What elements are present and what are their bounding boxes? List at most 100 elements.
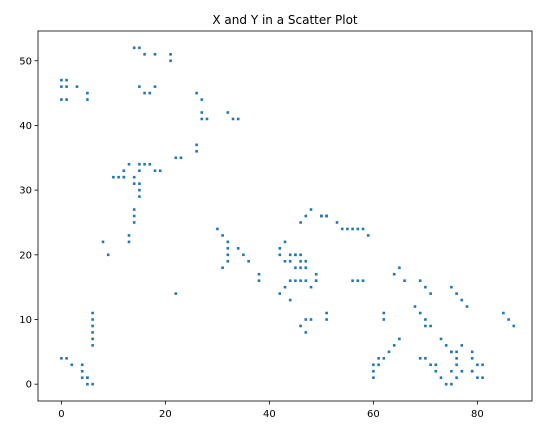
scatter-point	[278, 253, 282, 257]
scatter-point	[91, 337, 94, 341]
scatter-point	[169, 59, 172, 63]
scatter-point	[112, 175, 115, 179]
scatter-point	[132, 221, 136, 224]
scatter-point	[429, 324, 432, 328]
scatter-point	[138, 162, 141, 166]
scatter-point	[91, 344, 94, 347]
scatter-point	[429, 292, 432, 295]
scatter-point	[132, 208, 136, 211]
scatter-point	[86, 91, 89, 95]
y-tick-label: 10	[19, 315, 32, 326]
scatter-point	[127, 240, 131, 244]
scatter-point	[476, 376, 479, 380]
scatter-point	[153, 169, 157, 173]
scatter-point	[169, 52, 172, 56]
scatter-point	[288, 259, 292, 263]
scatter-point	[424, 318, 427, 321]
scatter-point	[460, 344, 464, 347]
scatter-point	[60, 98, 63, 101]
scatter-point	[200, 98, 204, 101]
scatter-point	[299, 324, 302, 328]
x-tick-label: 20	[159, 409, 172, 420]
scatter-point	[444, 382, 448, 386]
scatter-point	[236, 247, 240, 250]
scatter-point	[91, 324, 94, 328]
scatter-point	[70, 363, 74, 367]
scatter-point	[86, 98, 89, 101]
scatter-point	[65, 85, 68, 88]
scatter-point	[413, 305, 417, 308]
scatter-point	[455, 292, 458, 295]
scatter-point	[174, 292, 178, 295]
scatter-point	[424, 324, 427, 328]
scatter-point	[320, 214, 323, 218]
scatter-point	[309, 318, 313, 321]
scatter-point	[138, 169, 141, 173]
scatter-point	[299, 221, 302, 224]
scatter-point	[434, 363, 438, 367]
scatter-point	[216, 227, 219, 231]
scatter-point	[470, 369, 474, 373]
scatter-point	[195, 91, 198, 95]
scatter-point	[60, 357, 63, 360]
scatter-point	[91, 318, 94, 321]
scatter-point	[288, 279, 292, 282]
scatter-point	[195, 143, 198, 147]
scatter-point	[148, 91, 152, 95]
scatter-point	[460, 298, 464, 302]
x-tick-label: 0	[58, 409, 64, 420]
y-axis: 0 10 20 30 40 50	[19, 56, 38, 391]
y-tick-label: 0	[26, 380, 32, 391]
scatter-point	[247, 259, 250, 263]
scatter-point	[60, 78, 63, 82]
scatter-point	[460, 369, 464, 373]
scatter-point	[351, 227, 354, 231]
scatter-point	[132, 214, 136, 218]
scatter-point	[309, 285, 313, 289]
plot-frame	[37, 30, 533, 402]
scatter-point	[174, 156, 178, 160]
scatter-point	[304, 214, 308, 218]
scatter-point	[153, 85, 157, 88]
scatter-point	[361, 279, 365, 282]
scatter-point	[450, 285, 453, 289]
scatter-point	[106, 253, 110, 257]
scatter-point	[226, 253, 230, 257]
scatter-point	[309, 208, 313, 211]
scatter-point	[65, 98, 68, 101]
scatter-point	[450, 369, 453, 373]
scatter-point	[257, 272, 261, 276]
scatter-point	[91, 311, 94, 315]
x-axis: 0 20 40 60 80	[58, 401, 484, 420]
scatter-point	[257, 279, 261, 282]
scatter-point	[299, 253, 302, 257]
scatter-point	[242, 253, 245, 257]
scatter-point	[283, 240, 287, 244]
scatter-point	[304, 318, 308, 321]
scatter-point	[424, 285, 427, 289]
scatter-point	[80, 363, 84, 367]
scatter-point	[429, 363, 432, 367]
scatter-point	[294, 253, 297, 257]
scatter-point	[455, 376, 458, 380]
scatter-point	[325, 214, 328, 218]
chart-title: X and Y in a Scatter Plot	[212, 13, 358, 27]
scatter-point	[392, 272, 396, 276]
scatter-point	[481, 363, 484, 367]
scatter-point	[356, 279, 360, 282]
x-tick-label: 80	[471, 409, 484, 420]
scatter-point	[231, 117, 235, 121]
scatter-point	[455, 363, 458, 367]
scatter-point	[439, 337, 443, 341]
scatter-point	[127, 162, 131, 166]
scatter-point	[403, 279, 406, 282]
scatter-point	[221, 266, 224, 270]
scatter-point	[372, 376, 375, 380]
scatter-point	[398, 266, 401, 270]
scatter-point	[132, 175, 136, 179]
scatter-point	[138, 46, 141, 50]
scatter-point	[351, 279, 354, 282]
scatter-point	[382, 311, 386, 315]
scatter-point	[314, 272, 318, 276]
